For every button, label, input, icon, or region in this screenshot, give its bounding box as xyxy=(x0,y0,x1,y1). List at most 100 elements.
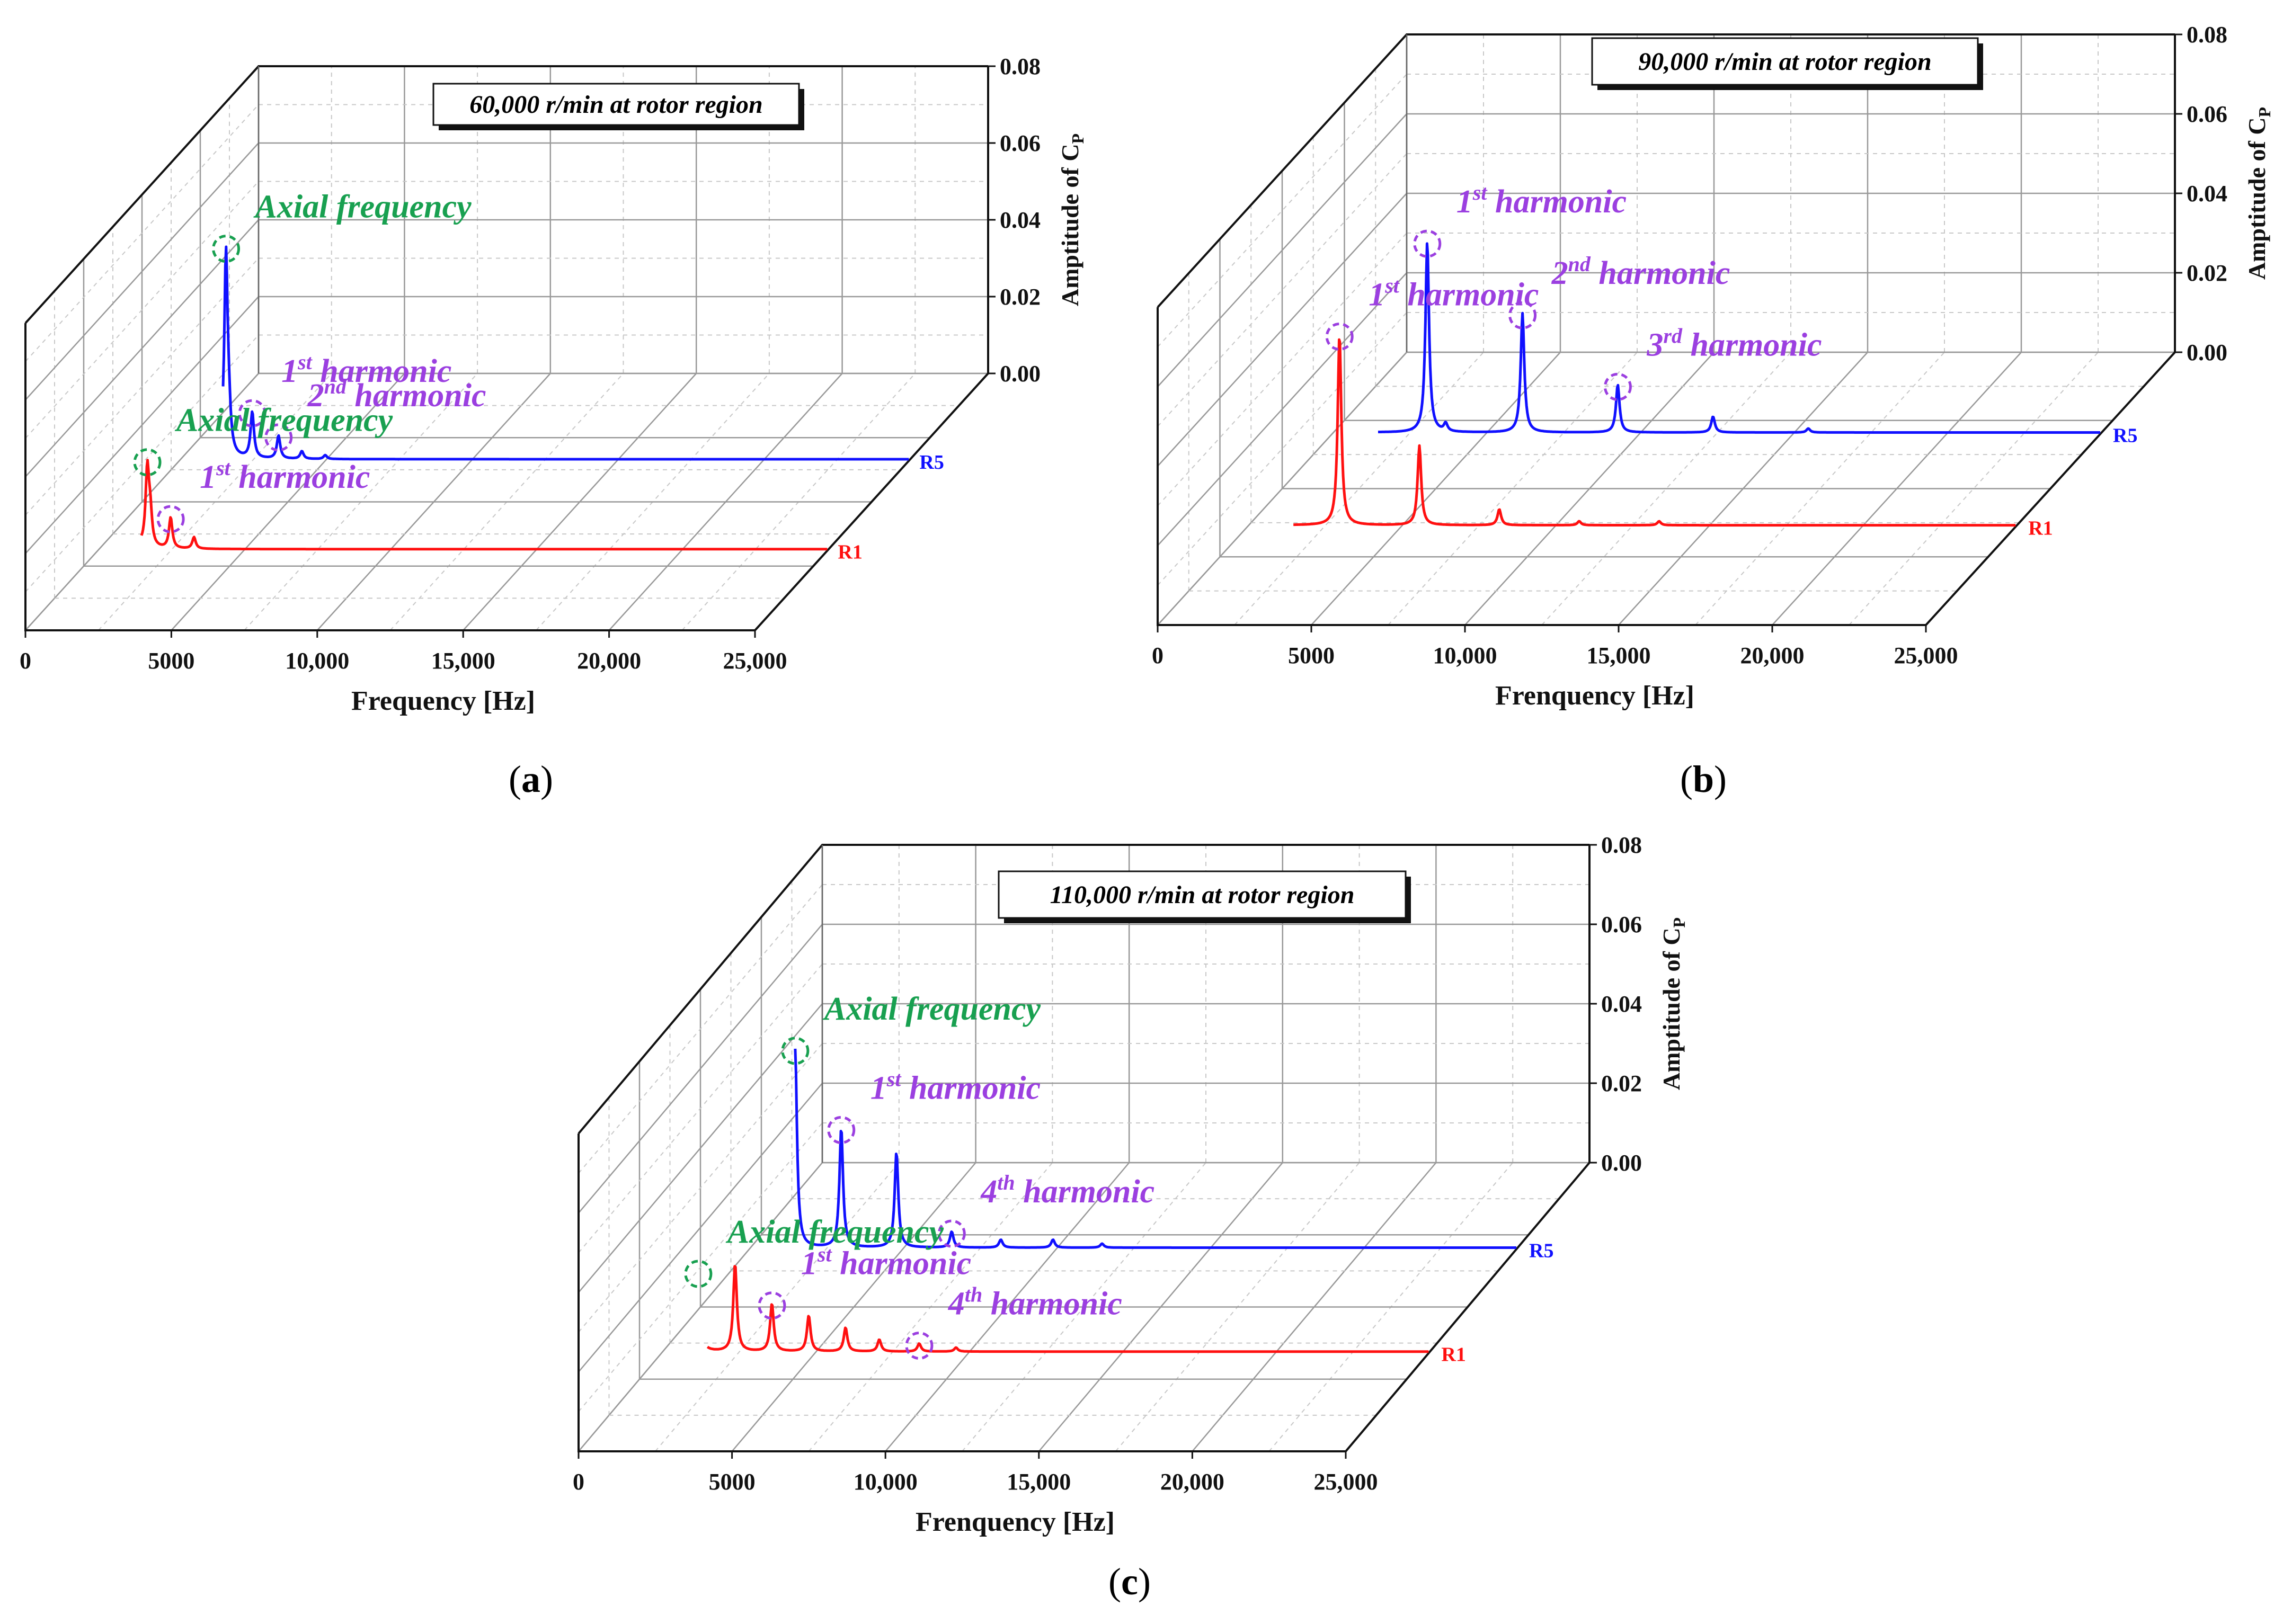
annotation-rest: harmonic xyxy=(901,1070,1041,1106)
z-tick-label: 0.00 xyxy=(2187,340,2227,365)
annotation-rest: harmonic xyxy=(832,1246,972,1282)
grid-line xyxy=(578,963,823,1253)
title-box xyxy=(1591,37,1979,86)
annotation-label: 4th harmonic xyxy=(948,1282,1122,1322)
annotation-text: 1 xyxy=(801,1246,818,1282)
series-label-r1: R1 xyxy=(2028,517,2053,540)
annotation-text: Axial frequency xyxy=(253,189,472,225)
chart-panel-b: 0 5000 10,000 15,000 20,000 25,000 Frenquency … xyxy=(1152,22,2274,800)
x-tick-label: 15,000 xyxy=(431,648,495,674)
x-tick-label: 0 xyxy=(1152,643,1163,668)
annotation-rest: harmonic xyxy=(230,459,370,495)
x-tick-label: 10,000 xyxy=(285,648,349,674)
annotation-sup: st xyxy=(817,1243,833,1266)
peak-marker-circle xyxy=(1325,322,1354,351)
z-axis-label: Amptitude of CP xyxy=(2243,107,2274,280)
grid-line xyxy=(1157,193,1407,467)
annotation-sup: nd xyxy=(324,374,347,398)
panel-label: (a) xyxy=(509,758,553,800)
annotation-text: 1 xyxy=(1369,276,1385,313)
grid-line xyxy=(25,257,259,516)
x-tick-label: 20,000 xyxy=(577,648,641,674)
grid-line xyxy=(578,924,823,1213)
peak-marker-circle xyxy=(1603,372,1632,401)
annotation-sup: st xyxy=(1384,273,1400,297)
peak-marker-circle xyxy=(937,1219,966,1248)
annotation-rest: harmonic xyxy=(312,353,452,389)
grid-line xyxy=(1695,352,1945,626)
chart-panel-a: 0 5000 10,000 15,000 20,000 25,000 Frequency [… xyxy=(20,53,1087,800)
grid-line xyxy=(25,181,259,439)
z-axis-label-main: Amptitude of C xyxy=(1658,927,1685,1090)
annotation-label: Axial frequency xyxy=(725,1214,944,1250)
panel-paren-close: ) xyxy=(1138,1560,1151,1603)
peak-marker-circle xyxy=(684,1260,713,1288)
annotation-text: Axial frequency xyxy=(822,991,1041,1027)
series-line-r5 xyxy=(221,245,910,461)
z-tick-label: 0.02 xyxy=(1000,284,1041,310)
annotation-text: 2 xyxy=(1551,255,1568,291)
title-box xyxy=(432,83,800,126)
annotation-sup: th xyxy=(965,1282,982,1306)
peak-marker-circle xyxy=(758,1291,786,1320)
series-label-r1: R1 xyxy=(838,541,862,564)
peak-marker-circle xyxy=(827,1116,856,1144)
annotation-label: Axial frequency xyxy=(174,403,393,439)
grid-line xyxy=(578,1043,823,1333)
x-tick-label: 0 xyxy=(573,1469,584,1495)
grid-line xyxy=(1157,312,1407,586)
z-tick-label: 0.00 xyxy=(1601,1150,1642,1176)
x-axis-label: Frenquency [Hz] xyxy=(916,1507,1115,1537)
series-line-r1 xyxy=(140,459,828,551)
x-tick-label: 25,000 xyxy=(723,648,787,674)
z-tick-label: 0.06 xyxy=(2187,101,2227,127)
grid-line xyxy=(578,1003,823,1293)
z-axis-label-main: Amptitude of C xyxy=(2243,117,2270,280)
peak-marker-circle xyxy=(156,505,185,533)
x-tick-label: 25,000 xyxy=(1894,643,1958,668)
panel-paren-open: ( xyxy=(1108,1560,1121,1603)
annotation-text: 1 xyxy=(870,1070,887,1106)
annotation-sup: th xyxy=(997,1171,1015,1194)
z-axis-label-sub: P xyxy=(1669,917,1689,928)
axes-frame xyxy=(1157,307,2176,626)
x-tick-label: 5000 xyxy=(148,648,194,674)
annotation-label: 2nd harmonic xyxy=(1551,252,1730,291)
z-tick-label: 0.08 xyxy=(2187,22,2227,48)
peak-marker-circle xyxy=(133,448,162,477)
annotation-label: 1st harmonic xyxy=(1369,273,1539,313)
x-tick-label: 20,000 xyxy=(1160,1469,1224,1495)
annotation-label: 2nd harmonic xyxy=(307,374,486,414)
series-line-r5 xyxy=(1378,242,2101,434)
grid-line xyxy=(578,1083,823,1372)
annotation-rest: harmonic xyxy=(347,378,486,414)
grid-line xyxy=(25,296,259,554)
annotation-rest: harmonic xyxy=(982,1286,1122,1322)
series-line-r1 xyxy=(1293,338,2017,527)
grid-line xyxy=(1849,352,2099,626)
annotation-text: 4 xyxy=(980,1174,997,1210)
annotation-label: 1st harmonic xyxy=(801,1243,971,1282)
annotation-sup: st xyxy=(297,350,313,374)
panel-letter: b xyxy=(1693,758,1714,800)
panel-paren-open: ( xyxy=(1680,758,1693,800)
chart-title: 60,000 r/min at rotor region xyxy=(469,91,762,119)
panel-label: (c) xyxy=(1108,1560,1151,1603)
panel-label: (b) xyxy=(1680,758,1727,800)
x-axis-label: Frenquency [Hz] xyxy=(1495,681,1694,711)
grid-line xyxy=(25,219,259,477)
z-tick-label: 0.04 xyxy=(2187,181,2227,207)
peak-marker-circle xyxy=(781,1037,810,1065)
annotation-rest: harmonic xyxy=(1487,184,1627,220)
x-tick-label: 20,000 xyxy=(1740,643,1805,668)
chart-title: 110,000 r/min at rotor region xyxy=(1050,881,1355,909)
panel-letter: c xyxy=(1121,1560,1138,1603)
series-label-r1: R1 xyxy=(1441,1344,1465,1366)
z-tick-label: 0.08 xyxy=(1601,832,1642,858)
axes-frame xyxy=(24,323,989,631)
grid-line xyxy=(1157,113,1407,387)
annotation-rest: harmonic xyxy=(1399,276,1539,313)
series-label-r5: R5 xyxy=(1529,1239,1553,1262)
annotation-sup: st xyxy=(1472,181,1488,204)
annotation-sup: nd xyxy=(1568,252,1591,276)
